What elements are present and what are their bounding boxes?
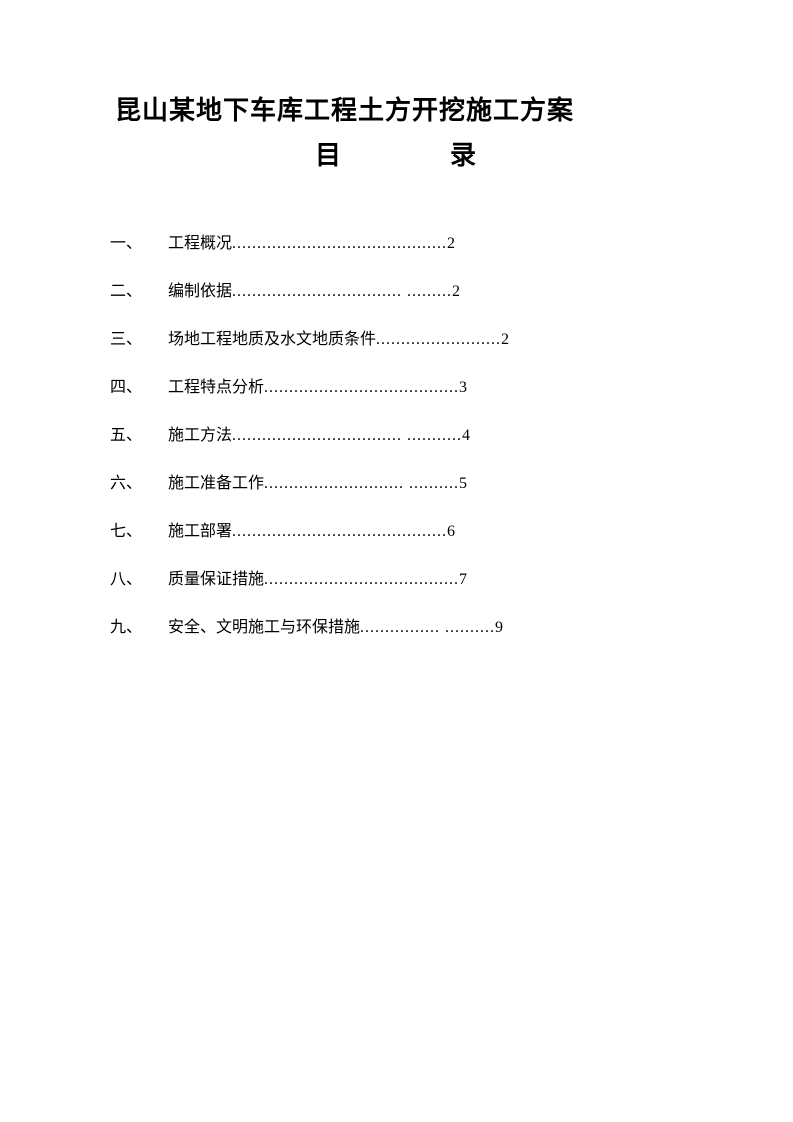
toc-number: 一、 <box>110 232 168 256</box>
toc-number: 三、 <box>110 328 168 352</box>
toc-text: 工程特点分析 <box>168 376 264 400</box>
toc-text: 施工部署 <box>168 520 232 544</box>
toc-text: 工程概况 <box>168 232 232 256</box>
toc-dots: ........................................… <box>232 520 447 544</box>
subtitle-right: 录 <box>450 141 478 170</box>
subtitle-left: 目 <box>315 141 343 170</box>
toc-number: 四、 <box>110 376 168 400</box>
toc-item: 一、 工程概况 ................................… <box>110 232 683 256</box>
toc-dots: ....................................... <box>264 568 459 592</box>
document-subtitle: 目 录 <box>110 135 683 172</box>
toc-dots: ......................... <box>376 328 501 352</box>
toc-page: 9 <box>495 616 503 640</box>
toc-dots: .................................. .....… <box>232 424 462 448</box>
toc-number: 八、 <box>110 568 168 592</box>
toc-item: 四、 工程特点分析 ..............................… <box>110 376 683 400</box>
document-title: 昆山某地下车库工程土方开挖施工方案 <box>115 90 683 127</box>
toc-text: 施工准备工作 <box>168 472 264 496</box>
toc-item: 七、 施工部署 ................................… <box>110 520 683 544</box>
toc-item: 五、 施工方法 ................................… <box>110 424 683 448</box>
toc-item: 三、 场地工程地质及水文地质条件 .......................… <box>110 328 683 352</box>
toc-item: 六、 施工准备工作 ............................ .… <box>110 472 683 496</box>
toc-number: 九、 <box>110 616 168 640</box>
toc-dots: ............................ .......... <box>264 472 459 496</box>
toc-item: 八、 质量保证措施 ..............................… <box>110 568 683 592</box>
toc-text: 编制依据 <box>168 280 232 304</box>
toc-item: 二、 编制依据 ................................… <box>110 280 683 304</box>
table-of-contents: 一、 工程概况 ................................… <box>110 232 683 640</box>
toc-text: 质量保证措施 <box>168 568 264 592</box>
toc-dots: ....................................... <box>264 376 459 400</box>
toc-dots: ........................................… <box>232 232 447 256</box>
toc-number: 七、 <box>110 520 168 544</box>
toc-text: 施工方法 <box>168 424 232 448</box>
toc-page: 2 <box>452 280 460 304</box>
toc-number: 六、 <box>110 472 168 496</box>
toc-dots: ................ .......... <box>360 616 495 640</box>
toc-page: 2 <box>447 232 455 256</box>
toc-page: 5 <box>459 472 467 496</box>
toc-page: 4 <box>462 424 470 448</box>
toc-page: 7 <box>459 568 467 592</box>
toc-page: 6 <box>447 520 455 544</box>
toc-item: 九、 安全、文明施工与环保措施 ................ .......… <box>110 616 683 640</box>
toc-number: 二、 <box>110 280 168 304</box>
toc-text: 安全、文明施工与环保措施 <box>168 616 360 640</box>
toc-number: 五、 <box>110 424 168 448</box>
toc-page: 3 <box>459 376 467 400</box>
toc-page: 2 <box>501 328 509 352</box>
toc-text: 场地工程地质及水文地质条件 <box>168 328 376 352</box>
toc-dots: .................................. .....… <box>232 280 452 304</box>
